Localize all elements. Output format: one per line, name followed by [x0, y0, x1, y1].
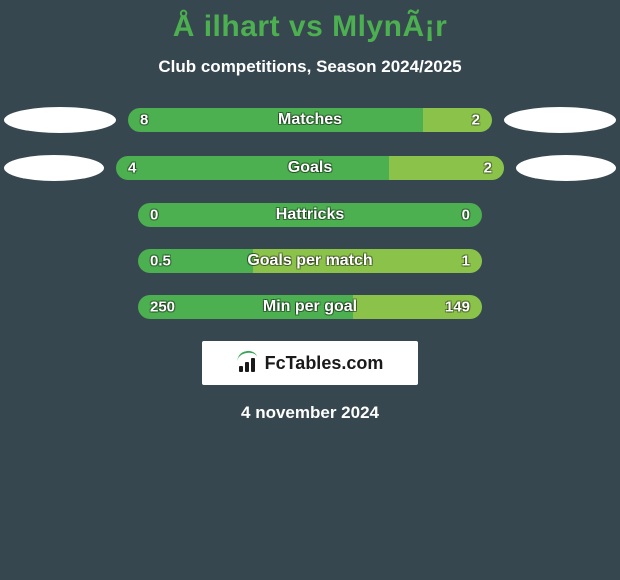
branding-badge: FcTables.com: [202, 341, 418, 385]
stat-row-hattricks: 0 Hattricks 0: [0, 203, 620, 227]
stat-bar: 0.5 Goals per match 1: [138, 249, 482, 273]
stat-row-goals-per-match: 0.5 Goals per match 1: [0, 249, 620, 273]
stat-right-value: 2: [484, 160, 492, 177]
stat-name: Goals: [288, 159, 332, 177]
date-label: 4 november 2024: [0, 403, 620, 423]
stat-bar: 0 Hattricks 0: [138, 203, 482, 227]
stat-left-value: 0.5: [150, 253, 171, 270]
comparison-infographic: Å ilhart vs MlynÃ¡r Club competitions, S…: [0, 0, 620, 423]
stat-row-min-per-goal: 250 Min per goal 149: [0, 295, 620, 319]
branding-text: FcTables.com: [265, 353, 384, 374]
stat-bar: 4 Goals 2: [116, 156, 504, 180]
stat-name: Goals per match: [247, 252, 372, 270]
stat-right-value: 1: [462, 253, 470, 270]
stat-left-value: 4: [128, 160, 136, 177]
club-oval-left-2: [4, 155, 104, 181]
club-oval-right-1: [504, 107, 616, 133]
stat-right-value: 149: [445, 299, 470, 316]
stat-left-value: 0: [150, 207, 158, 224]
page-title: Å ilhart vs MlynÃ¡r: [0, 10, 620, 43]
stat-bar: 8 Matches 2: [128, 108, 492, 132]
subtitle: Club competitions, Season 2024/2025: [0, 57, 620, 77]
stat-bar: 250 Min per goal 149: [138, 295, 482, 319]
stat-name: Matches: [278, 111, 342, 129]
stat-left-value: 8: [140, 112, 148, 129]
fctables-logo-icon: [237, 352, 259, 374]
club-oval-left-1: [4, 107, 116, 133]
stat-name: Hattricks: [276, 206, 344, 224]
stat-right-value: 0: [462, 207, 470, 224]
club-oval-right-2: [516, 155, 616, 181]
stat-name: Min per goal: [263, 298, 357, 316]
stat-bar-right-fill: [423, 108, 492, 132]
stat-row-matches: 8 Matches 2: [0, 107, 620, 133]
stat-row-goals: 4 Goals 2: [0, 155, 620, 181]
stat-right-value: 2: [472, 112, 480, 129]
stat-left-value: 250: [150, 299, 175, 316]
